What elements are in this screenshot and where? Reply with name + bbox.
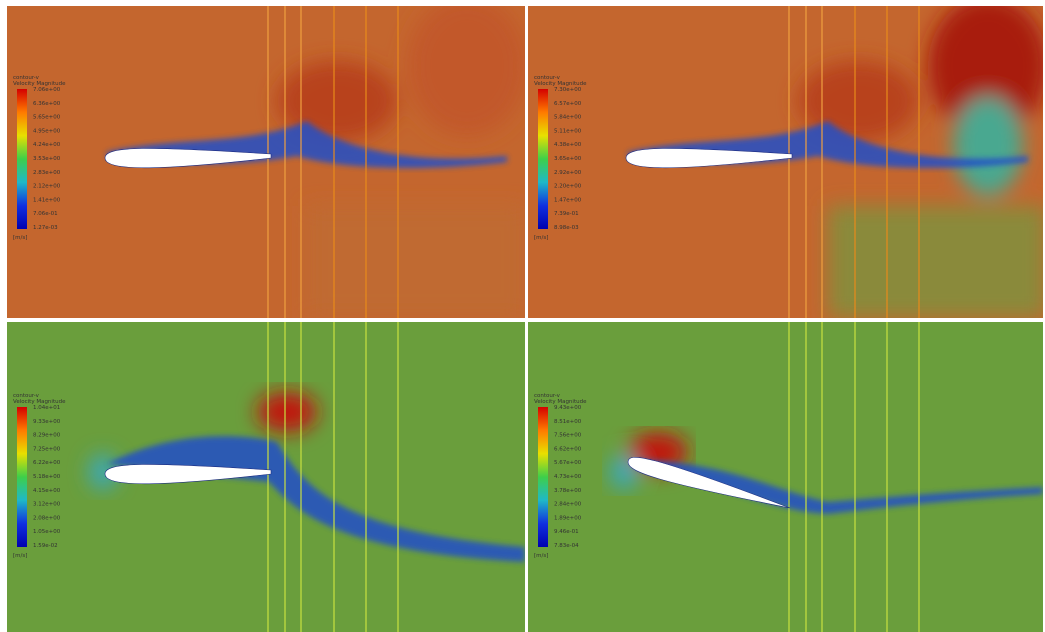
colorbar-label: 2.12e+00 (33, 184, 61, 190)
colorbar-label: 8.29e+00 (33, 433, 61, 439)
colorbar-unit: [m/s] (13, 553, 27, 559)
colorbar-label: 6.57e+00 (554, 101, 582, 107)
colorbar-label: 3.53e+00 (33, 156, 61, 162)
colorbar-unit: [m/s] (534, 553, 548, 559)
colorbar-label: 5.65e+00 (33, 115, 61, 121)
colorbar-label: 7.25e+00 (33, 446, 61, 452)
colorbar-label: 4.15e+00 (33, 488, 61, 494)
screenshot: contour-vVelocity Magnitude7.06e+006.36e… (0, 0, 1045, 632)
colorbar-label: 4.73e+00 (554, 474, 582, 480)
colorbar-label: 5.18e+00 (33, 474, 61, 480)
colorbar-label: 5.84e+00 (554, 115, 582, 121)
contour (307, 206, 525, 318)
colorbar (538, 89, 548, 229)
colorbar-label: 7.83e-04 (554, 543, 579, 549)
colorbar-label: 7.06e-01 (33, 211, 58, 217)
colorbar-label: 3.12e+00 (33, 502, 61, 508)
colorbar-label: 7.06e+00 (33, 87, 61, 93)
colorbar-label: 2.20e+00 (554, 184, 582, 190)
colorbar-label: 5.67e+00 (554, 460, 582, 466)
colorbar-label: 5.11e+00 (554, 128, 582, 134)
colorbar-label: 4.95e+00 (33, 128, 61, 134)
contour (828, 206, 1043, 318)
colorbar-label: 7.39e-01 (554, 211, 579, 217)
colorbar-label: 1.41e+00 (33, 197, 61, 203)
colorbar (538, 407, 548, 547)
colorbar-label: 9.46e-01 (554, 529, 579, 535)
colorbar-label: 6.62e+00 (554, 446, 582, 452)
colorbar-label: 7.30e+00 (554, 87, 582, 93)
colorbar (17, 89, 27, 229)
colorbar-label: 6.22e+00 (33, 460, 61, 466)
colorbar-label: 4.38e+00 (554, 142, 582, 148)
colorbar-label: 2.83e+00 (33, 170, 61, 176)
colorbar-label: 7.56e+00 (554, 433, 582, 439)
colorbar-label: 9.43e+00 (554, 405, 582, 411)
colorbar-label: 2.92e+00 (554, 170, 582, 176)
colorbar-label: 3.65e+00 (554, 156, 582, 162)
background (528, 322, 1043, 632)
colorbar-label: 8.51e+00 (554, 419, 582, 425)
colorbar-label: 2.08e+00 (33, 515, 61, 521)
colorbar-label: 6.36e+00 (33, 101, 61, 107)
colorbar (17, 407, 27, 547)
contour (257, 392, 317, 432)
colorbar-label: 2.84e+00 (554, 502, 582, 508)
colorbar-label: 9.33e+00 (33, 419, 61, 425)
colorbar-label: 1.04e+01 (33, 405, 60, 411)
colorbar-label: 1.59e-02 (33, 543, 58, 549)
contour (953, 96, 1023, 196)
colorbar-unit: [m/s] (534, 235, 548, 241)
colorbar-label: 1.89e+00 (554, 515, 582, 521)
colorbar-label: 3.78e+00 (554, 488, 582, 494)
colorbar-label: 1.05e+00 (33, 529, 61, 535)
colorbar-label: 4.24e+00 (33, 142, 61, 148)
colorbar-unit: [m/s] (13, 235, 27, 241)
colorbar-label: 1.47e+00 (554, 197, 582, 203)
colorbar-label: 1.27e-03 (33, 225, 58, 231)
colorbar-label: 8.98e-03 (554, 225, 579, 231)
